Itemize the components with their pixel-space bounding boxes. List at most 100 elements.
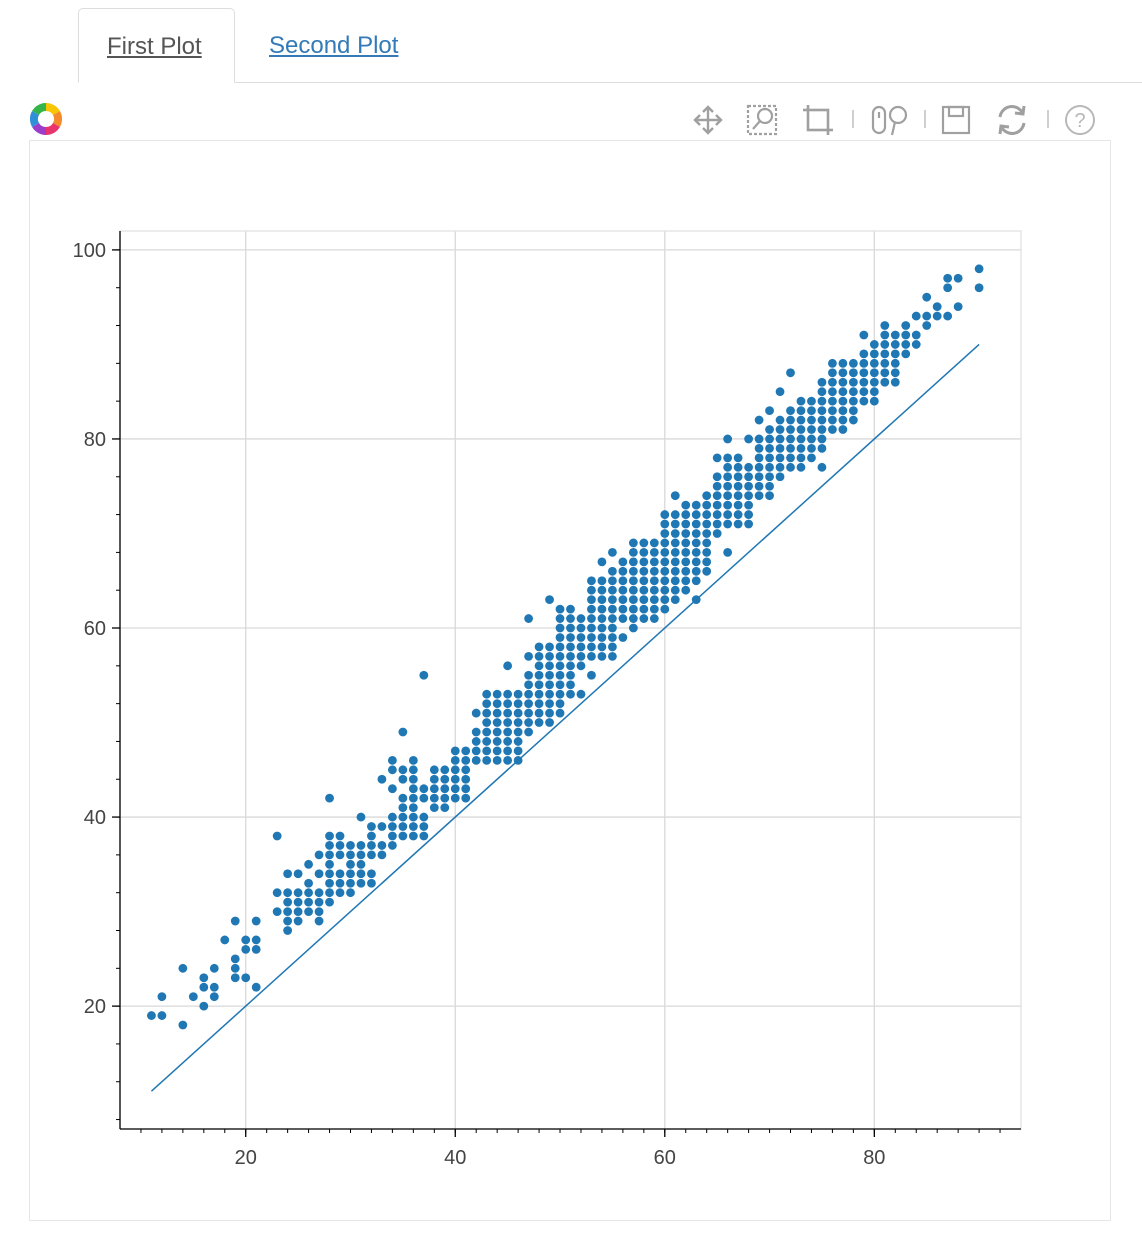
scatter-point: [838, 425, 848, 434]
scatter-point: [628, 566, 638, 576]
scatter-point: [304, 859, 313, 869]
scatter-point: [241, 973, 251, 983]
scatter-point: [587, 623, 596, 633]
scatter-point: [461, 793, 471, 803]
scatter-point: [576, 614, 586, 623]
scatter-point: [723, 453, 733, 463]
scatter-point: [492, 689, 502, 699]
scatter-point: [628, 547, 638, 557]
scatter-point: [796, 425, 806, 434]
scatter-point: [335, 878, 345, 888]
scatter-point: [681, 547, 691, 557]
scatter-point: [618, 604, 628, 614]
scatter-point: [492, 708, 502, 718]
scatter-point: [440, 765, 450, 775]
scatter-point: [346, 888, 355, 898]
tab-first-plot[interactable]: First Plot: [78, 8, 235, 83]
wheel-zoom-icon[interactable]: [870, 98, 910, 142]
scatter-point: [754, 491, 764, 501]
scatter-point: [555, 642, 565, 652]
scatter-point: [471, 727, 481, 737]
scatter-point: [796, 444, 806, 453]
scatter-point: [597, 651, 607, 661]
scatter-point: [293, 907, 303, 916]
tab-second-plot[interactable]: Second Plot: [269, 32, 399, 59]
scatter-point: [932, 311, 942, 321]
scatter-point: [503, 737, 513, 746]
scatter-point: [796, 415, 806, 425]
scatter-point: [325, 878, 334, 888]
scatter-point: [712, 519, 722, 529]
scatter-point: [503, 699, 513, 709]
scatter-point: [482, 755, 492, 765]
scatter-point: [712, 481, 722, 491]
scatter-point: [314, 907, 324, 916]
scatter-point: [786, 453, 795, 463]
scatter-point: [492, 718, 502, 727]
scatter-point: [524, 727, 533, 737]
scatter-point: [356, 878, 366, 888]
reset-icon[interactable]: [992, 98, 1032, 142]
scatter-point: [608, 623, 617, 633]
scatter-point: [503, 718, 513, 727]
scatter-point: [859, 387, 869, 397]
scatter-point: [524, 670, 533, 680]
scatter-point: [597, 585, 607, 595]
scatter-point: [597, 576, 607, 586]
scatter-point: [775, 462, 785, 472]
scatter-point: [765, 434, 774, 444]
scatter-point: [587, 642, 596, 652]
scatter-point: [356, 869, 366, 879]
scatter-point: [765, 444, 774, 453]
scatter-point: [314, 888, 324, 898]
scatter-point: [744, 462, 754, 472]
scatter-point: [796, 453, 806, 463]
scatter-point: [660, 585, 670, 595]
scatter-point: [157, 1011, 167, 1020]
scatter-point: [199, 973, 209, 983]
pan-icon[interactable]: [688, 98, 728, 142]
scatter-point: [691, 500, 701, 510]
scatter-point: [566, 670, 575, 680]
svg-text:?: ?: [1074, 110, 1085, 132]
scatter-point: [943, 283, 953, 293]
scatter-point: [807, 406, 816, 415]
scatter-point: [241, 935, 251, 945]
scatter-point: [723, 434, 733, 444]
scatter-point: [670, 491, 680, 501]
scatter-point: [660, 576, 670, 586]
scatter-point: [293, 888, 303, 898]
scatter-point: [691, 576, 701, 586]
scatter-point: [346, 869, 355, 879]
scatter-point: [859, 358, 869, 368]
box-zoom-icon[interactable]: [742, 98, 782, 142]
scatter-point: [880, 358, 890, 368]
scatter-point: [387, 812, 397, 822]
scatter-point: [209, 963, 219, 973]
scatter-point: [503, 746, 513, 756]
scatter-point: [419, 670, 429, 680]
scatter-point: [482, 689, 492, 699]
scatter-point: [387, 784, 397, 794]
scatter-point: [597, 642, 607, 652]
help-icon[interactable]: ?: [1060, 98, 1100, 142]
resize-icon[interactable]: [798, 98, 838, 142]
scatter-point: [754, 472, 764, 482]
scatter-point: [838, 406, 848, 415]
scatter-point: [880, 340, 890, 349]
scatter-point: [387, 822, 397, 831]
scatter-point: [471, 746, 481, 756]
scatter-point: [566, 604, 575, 614]
x-tick-label: 60: [654, 1147, 676, 1169]
save-icon[interactable]: [936, 98, 976, 142]
scatter-point: [419, 793, 429, 803]
scatter-point: [890, 349, 900, 359]
scatter-point: [670, 557, 680, 567]
scatter-point: [702, 519, 712, 529]
scatter-point: [398, 793, 408, 803]
scatter-point: [325, 869, 334, 879]
scatter-point: [765, 462, 774, 472]
scatter-point: [555, 680, 565, 690]
scatter-point: [230, 963, 240, 973]
scatter-point: [733, 491, 743, 501]
